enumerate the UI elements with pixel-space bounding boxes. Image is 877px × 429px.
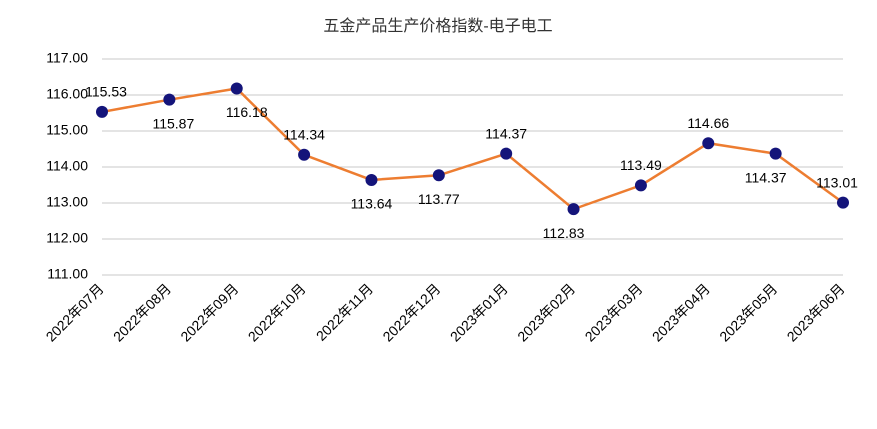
y-tick-label: 115.00 xyxy=(46,122,88,138)
data-label: 113.64 xyxy=(351,196,393,212)
data-point xyxy=(634,179,647,192)
chart-title: 五金产品生产价格指数-电子电工 xyxy=(323,17,552,35)
x-tick-label: 2023年02月 xyxy=(514,280,578,344)
data-label: 115.87 xyxy=(152,115,194,131)
x-tick-label: 2023年04月 xyxy=(649,280,713,344)
y-tick-label: 116.00 xyxy=(46,86,88,102)
data-label: 113.49 xyxy=(620,157,662,173)
x-tick-label: 2023年05月 xyxy=(716,280,780,344)
data-point xyxy=(365,173,378,186)
x-tick-label: 2023年01月 xyxy=(447,280,511,344)
data-label: 115.53 xyxy=(85,84,127,100)
data-point xyxy=(702,137,715,150)
data-label: 112.83 xyxy=(543,225,585,241)
data-label: 114.34 xyxy=(283,126,325,142)
x-tick-label: 2022年10月 xyxy=(245,280,309,344)
data-label: 113.77 xyxy=(418,191,460,207)
data-point xyxy=(230,82,243,95)
data-point xyxy=(567,203,580,216)
data-label: 113.01 xyxy=(816,174,858,190)
data-label: 114.37 xyxy=(745,169,787,185)
y-tick-label: 117.00 xyxy=(46,50,88,66)
data-point xyxy=(432,169,445,182)
x-tick-label: 2022年08月 xyxy=(110,280,174,344)
data-point xyxy=(500,147,513,160)
y-tick-label: 111.00 xyxy=(47,266,88,282)
y-tick-label: 114.00 xyxy=(46,158,88,174)
data-point xyxy=(837,196,849,209)
x-tick-label: 2022年07月 xyxy=(43,280,107,344)
data-point xyxy=(769,147,782,160)
data-label: 114.37 xyxy=(485,125,527,141)
x-tick-label: 2023年03月 xyxy=(582,280,646,344)
data-point xyxy=(163,93,176,106)
data-label: 114.66 xyxy=(687,115,729,131)
x-tick-label: 2022年09月 xyxy=(177,280,241,344)
x-tick-label: 2022年11月 xyxy=(313,280,376,343)
x-tick-label: 2022年12月 xyxy=(379,280,443,344)
x-tick-label: 2023年06月 xyxy=(784,280,848,344)
y-tick-label: 112.00 xyxy=(46,230,88,246)
data-point xyxy=(298,148,311,161)
y-tick-label: 113.00 xyxy=(46,194,88,210)
data-line xyxy=(101,87,844,211)
data-point xyxy=(96,105,108,118)
data-label: 116.18 xyxy=(226,104,268,120)
